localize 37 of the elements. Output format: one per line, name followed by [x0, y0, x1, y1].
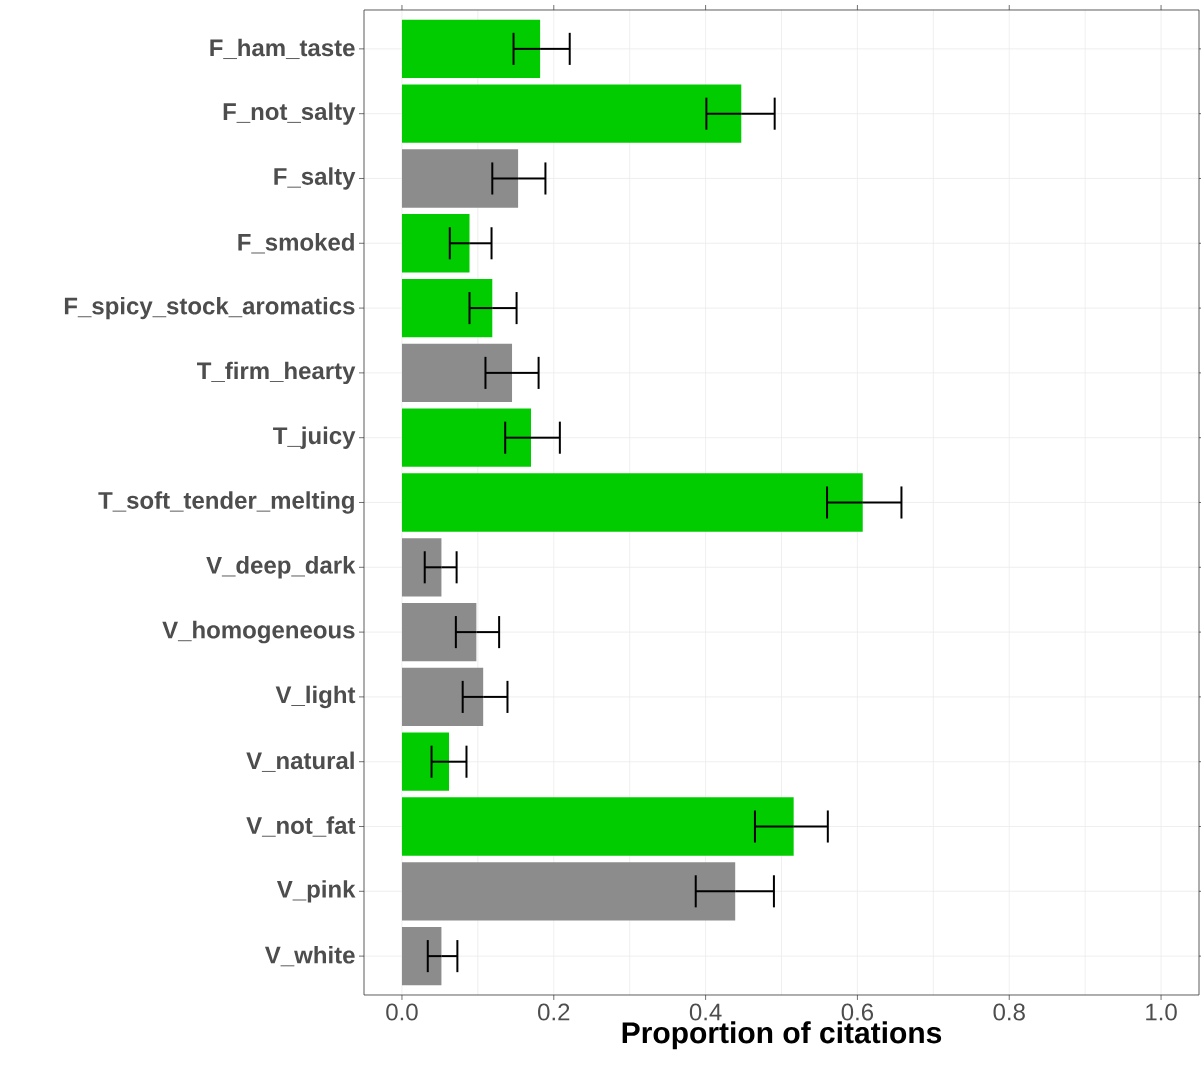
y-tick-label: F_ham_taste — [210, 38, 355, 60]
y-tick-label: T_soft_tender_melting — [98, 491, 354, 514]
y-tick-label: F_salty — [274, 167, 356, 190]
bar — [401, 84, 742, 143]
y-tick-label: F_spicy_stock_aromatics — [64, 296, 355, 320]
x-tick-label: 1.0 — [1146, 1003, 1177, 1021]
bar — [401, 408, 532, 467]
y-tick-label: V_deep_dark — [206, 556, 356, 579]
bar — [401, 797, 794, 856]
x-axis-title: Proportion of citations — [622, 1021, 942, 1050]
bar — [401, 149, 519, 208]
bar — [401, 538, 442, 597]
y-tick-label: V_not_fat — [246, 816, 356, 837]
y-tick-label: V_natural — [246, 751, 354, 772]
bar — [401, 214, 470, 273]
x-tick-label: 0.8 — [993, 1003, 1025, 1021]
y-tick-label: T_firm_hearty — [197, 361, 356, 385]
x-tick-label: 0.0 — [386, 1003, 418, 1021]
bar — [401, 926, 442, 986]
y-tick-label: F_not_salty — [223, 102, 356, 125]
y-tick-label: V_white — [264, 945, 355, 967]
y-tick-label: V_homogeneous — [162, 620, 355, 644]
bar — [401, 732, 450, 791]
bar — [401, 278, 493, 338]
bar — [401, 862, 736, 921]
bar — [401, 602, 477, 662]
bar — [401, 343, 513, 403]
bar — [401, 19, 541, 79]
y-tick-label: V_light — [275, 685, 356, 709]
x-tick-label: 0.4 — [689, 1003, 722, 1021]
bar — [401, 473, 863, 532]
y-tick-label: T_juicy — [273, 426, 356, 449]
bar — [401, 667, 484, 727]
y-tick-label: F_smoked — [238, 233, 354, 254]
x-tick-label: 0.2 — [538, 1003, 570, 1021]
x-tick-label: 0.6 — [841, 1003, 874, 1021]
y-tick-label: V_pink — [276, 880, 356, 903]
